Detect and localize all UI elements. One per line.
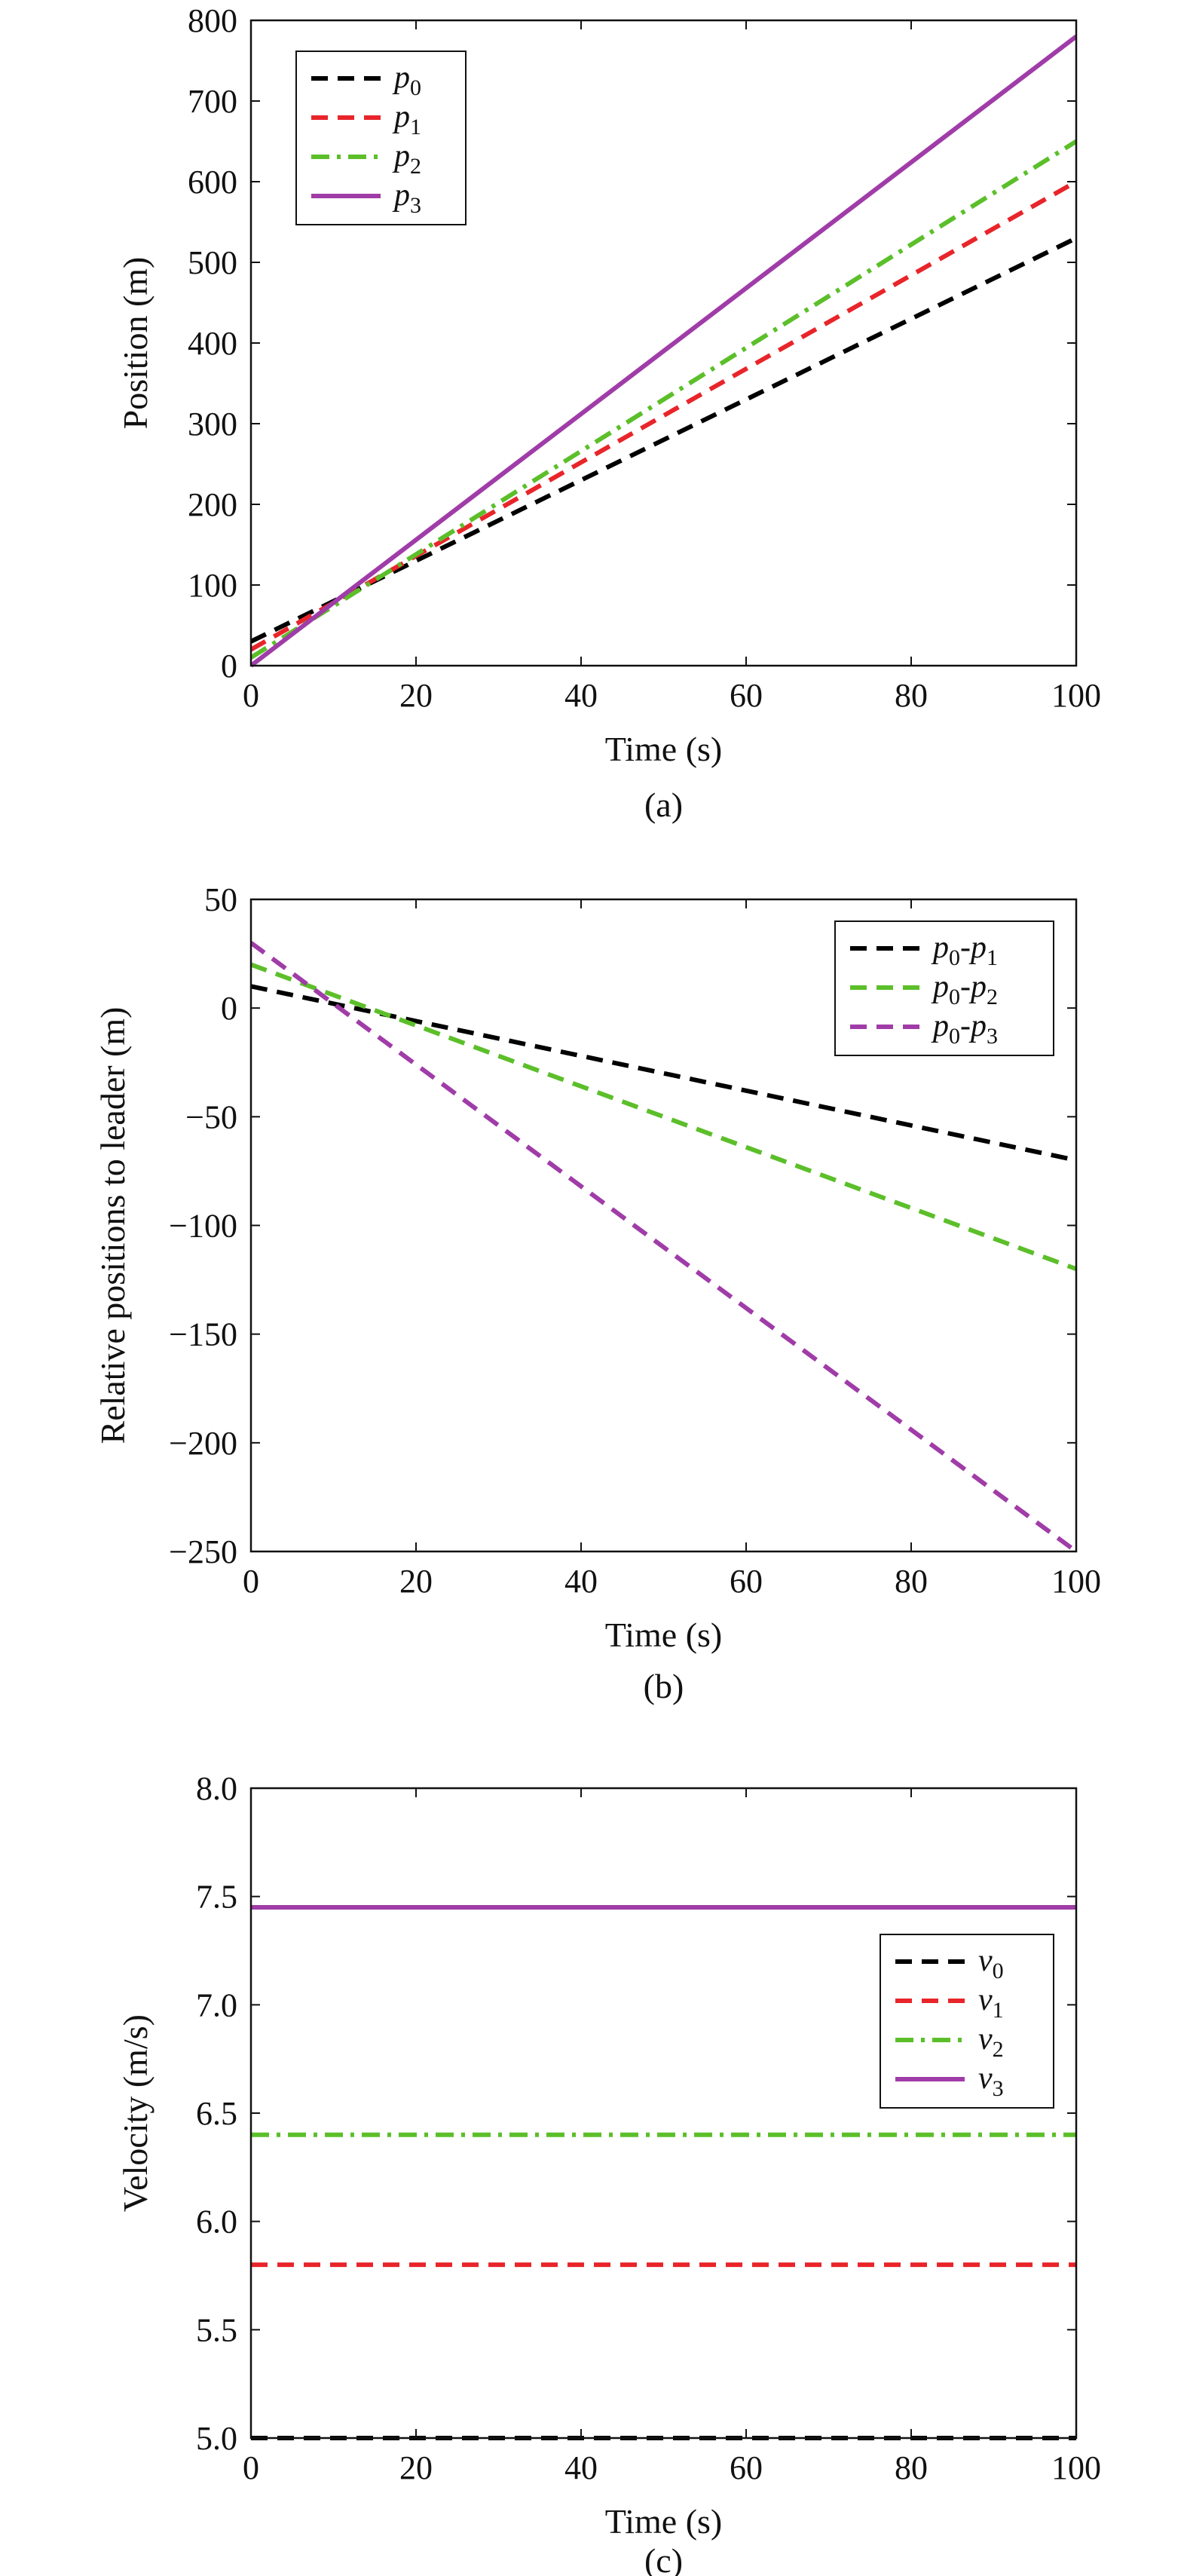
legend-label-p0-p2: p0-p2 [931,969,998,1009]
y-tick-label: 8.0 [196,1770,237,1807]
chart-panel-0: 0 20 40 60 80 100 0 100 200 300 400 500 600 700 800 Tim… [116,2,1101,824]
x-tick-label: 100 [1051,2449,1101,2486]
y-tick-label: −150 [169,1316,237,1353]
y-axis-label: Relative positions to leader (m) [93,1007,132,1444]
x-axis-label: Time (s) [605,730,723,768]
legend-label-v1: v1 [978,1983,1004,2023]
chart-panel-1: 0 20 40 60 80 100 −250 −200 −150 −100 −50 0 50 Time (… [93,881,1101,1705]
y-tick-label: 200 [188,486,237,523]
x-tick-label: 60 [730,677,763,714]
y-tick-label: −200 [169,1425,237,1462]
y-tick-label: 0 [221,990,237,1027]
x-tick-label: 100 [1051,677,1101,714]
series-line-p0-p2 [251,962,1076,1271]
series-line-p0-p3 [251,941,1076,1554]
y-tick-label: 7.5 [196,1879,237,1916]
x-tick-label: 40 [564,1563,598,1600]
x-tick-label: 60 [730,2449,763,2486]
legend-label-p0-p3: p0-p3 [931,1009,998,1049]
x-tick-label: 80 [895,677,928,714]
panel-caption: (b) [644,1667,684,1705]
x-tick-label: 0 [243,2449,259,2486]
y-tick-label: 6.5 [196,2095,237,2132]
series-line-p2 [251,139,1076,660]
x-tick-label: 20 [399,677,433,714]
legend-label-p0-p1: p0-p1 [931,930,998,970]
y-axis-label: Position (m) [116,257,154,430]
y-tick-label: 50 [204,881,237,918]
x-tick-label: 40 [564,677,598,714]
legend-label-p1: p1 [392,100,421,139]
plot-frame [249,1787,1078,2440]
y-tick-label: −250 [169,1533,237,1570]
panel-caption: (a) [644,786,683,824]
y-tick-label: 5.5 [196,2311,237,2348]
y-tick-label: 0 [221,648,237,685]
x-tick-label: 60 [730,1563,763,1600]
x-tick-label: 100 [1051,1563,1101,1600]
panel-caption: (c) [644,2541,683,2576]
x-tick-label: 80 [895,1563,928,1600]
chart-panel-2: 0 20 40 60 80 100 5.0 5.5 6.0 6.5 7.0 7.5 8.0 Time (s… [116,1770,1101,2576]
legend-label-v3: v3 [978,2061,1004,2101]
y-tick-label: 500 [188,244,237,281]
y-tick-label: 6.0 [196,2204,237,2241]
legend-label-v0: v0 [978,1943,1004,1983]
y-tick-label: 600 [188,164,237,201]
y-tick-label: 400 [188,325,237,362]
x-tick-label: 0 [243,1563,259,1600]
x-axis-label: Time (s) [605,1616,723,1654]
y-tick-label: 700 [188,83,237,120]
y-tick-label: 800 [188,2,237,39]
y-tick-label: 5.0 [196,2420,237,2457]
y-tick-label: 100 [188,567,237,604]
x-tick-label: 0 [243,677,259,714]
x-tick-label: 20 [399,2449,433,2486]
y-axis-label: Velocity (m/s) [116,2014,154,2212]
series-line-p3 [251,35,1076,668]
legend-label-v2: v2 [978,2022,1004,2062]
legend-label-p3: p3 [392,178,421,218]
y-tick-label: −50 [185,1098,237,1135]
series-line-p1 [251,179,1076,652]
x-axis-label: Time (s) [605,2502,723,2541]
series-line-p0 [251,236,1076,644]
x-tick-label: 80 [895,2449,928,2486]
legend-label-p0: p0 [392,60,421,100]
y-tick-label: 300 [188,406,237,443]
legend-label-p2: p2 [392,139,421,179]
legend-box [834,920,1054,1056]
x-tick-label: 40 [564,2449,598,2486]
y-tick-label: 7.0 [196,1986,237,2023]
x-tick-label: 20 [399,1563,433,1600]
y-tick-label: −100 [169,1208,237,1245]
